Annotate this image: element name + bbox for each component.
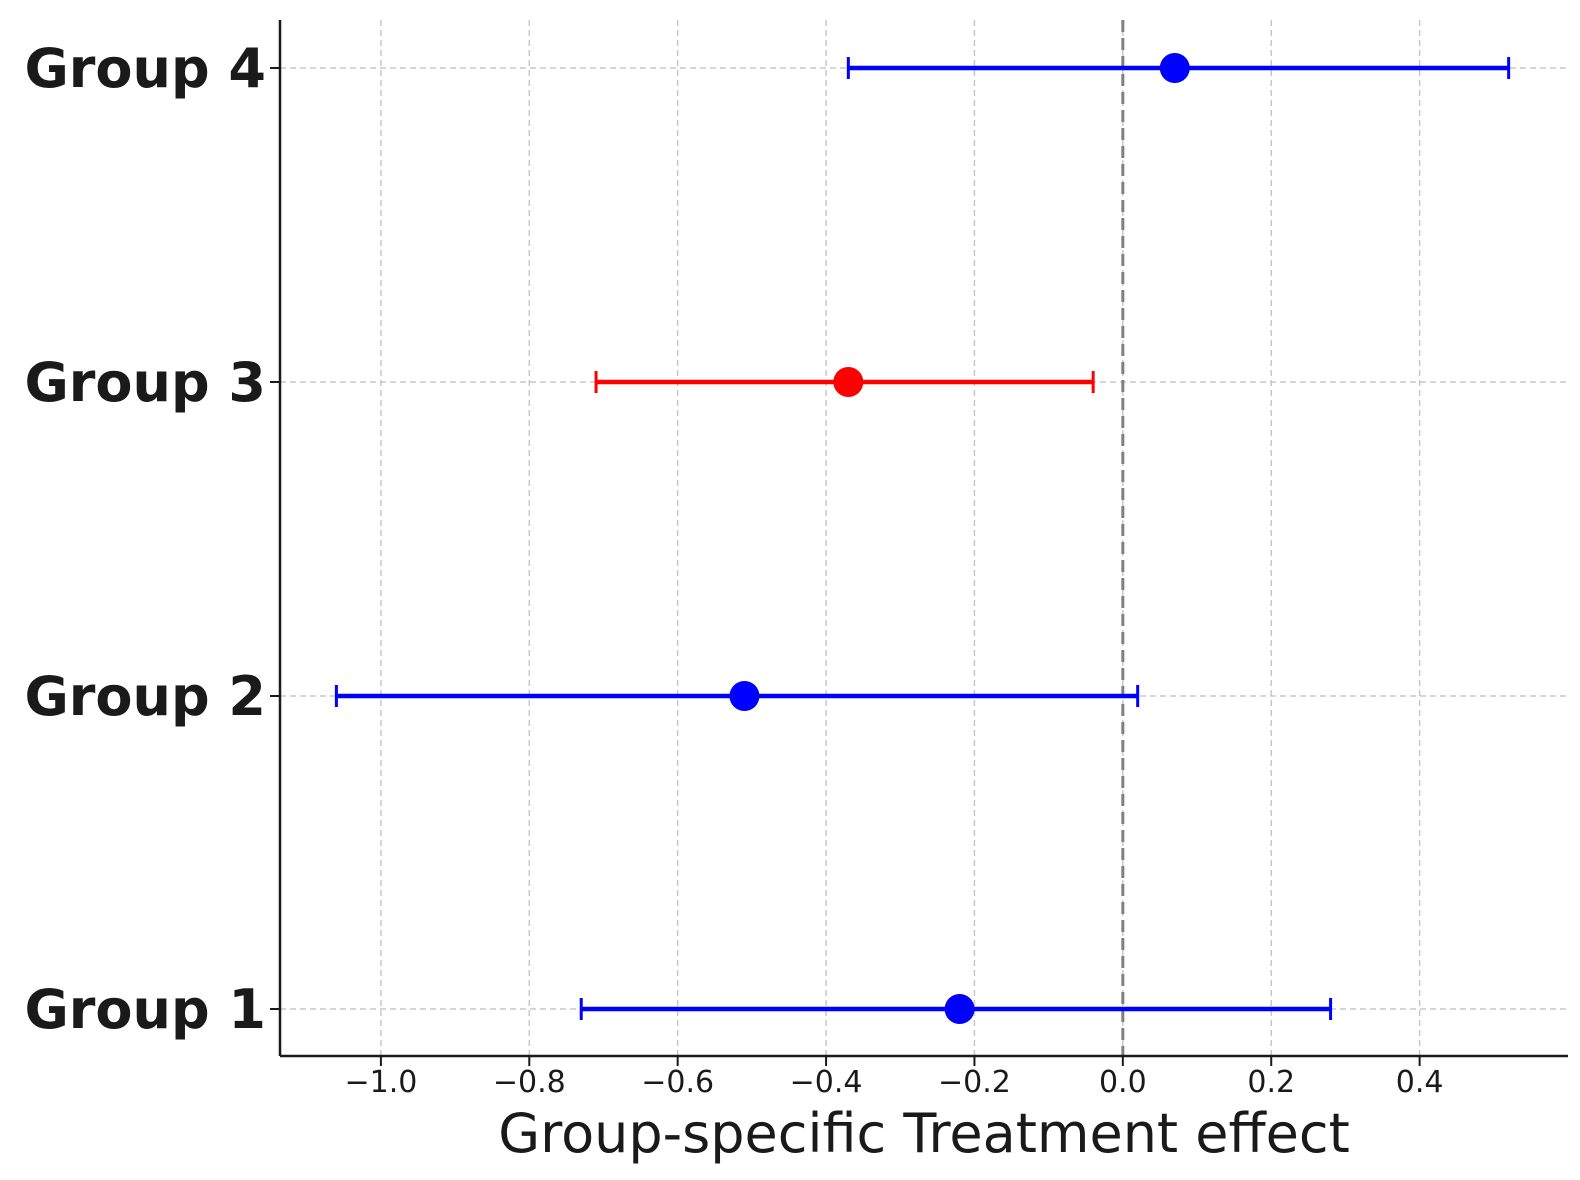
point-estimate: [1159, 53, 1190, 83]
x-axis-title: Group-specific Treatment effect: [498, 1102, 1350, 1165]
group-label: Group 4: [24, 37, 266, 100]
error-bars: [334, 53, 1511, 1024]
x-tick-label: −0.6: [641, 1065, 714, 1100]
group-label: Group 3: [24, 351, 266, 414]
x-tick-label: −1.0: [344, 1065, 417, 1100]
x-tick-label: 0.4: [1396, 1065, 1444, 1100]
x-tick-label: 0.0: [1099, 1065, 1147, 1100]
point-estimate: [729, 681, 760, 711]
tick-labels: −1.0 −0.8 −0.6 −0.4 −0.2 0.0 0.2 0.4 Group 1 Grou…: [24, 37, 1443, 1100]
group-label: Group 1: [24, 978, 266, 1041]
point-estimate: [833, 367, 864, 397]
axes: [270, 20, 1568, 1066]
x-tick-label: −0.4: [790, 1065, 863, 1100]
x-tick-label: −0.8: [493, 1065, 566, 1100]
point-estimate: [944, 994, 975, 1024]
group-label: Group 2: [24, 665, 266, 728]
x-tick-label: 0.2: [1247, 1065, 1295, 1100]
x-tick-label: −0.2: [938, 1065, 1011, 1100]
